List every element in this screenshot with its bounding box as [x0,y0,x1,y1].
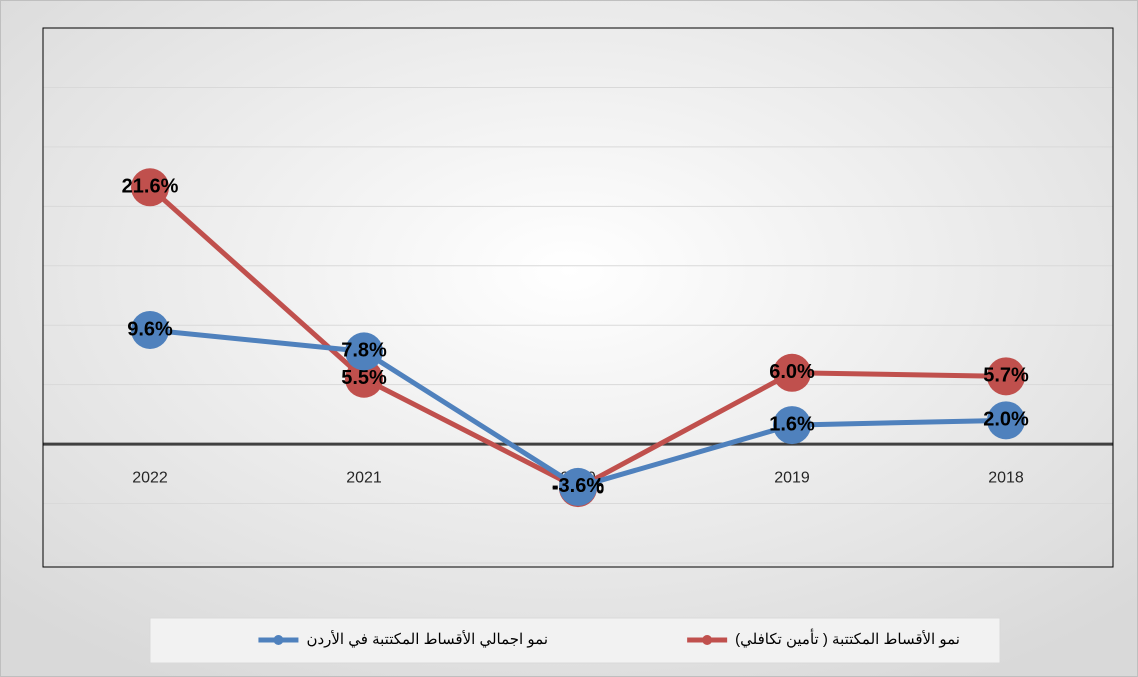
data-label: 6.0% [769,361,815,383]
data-label: 1.6% [769,413,815,435]
marker [559,467,597,506]
marker [773,406,811,445]
marker [773,353,811,392]
data-label: 5.5% [341,367,387,389]
plot-border [42,27,1114,568]
legend-marker [702,635,713,645]
x-tick-label: 2018 [988,469,1024,486]
marker [131,168,169,207]
data-label: 5.7% [983,365,1029,387]
data-label: 9.6% [127,318,173,340]
x-tick-label: 2021 [346,469,382,486]
marker [345,332,383,371]
marker [345,359,383,398]
x-tick-label: 2022 [132,469,168,486]
legend-label: نمو اجمالي الأقساط المكتتبة في الأردن [306,630,548,648]
data-label: -3.6% [552,475,604,497]
legend-marker [273,635,284,645]
marker [987,357,1025,396]
data-label: 2.0% [983,409,1029,431]
x-tick-label: 2019 [774,469,810,486]
data-label: 7.8% [341,340,387,362]
marker [987,401,1025,440]
legend-label: نمو الأقساط المكتتبة ( تأمين تكافلي) [735,629,960,648]
data-label: 21.6% [122,176,179,198]
marker [131,310,169,349]
